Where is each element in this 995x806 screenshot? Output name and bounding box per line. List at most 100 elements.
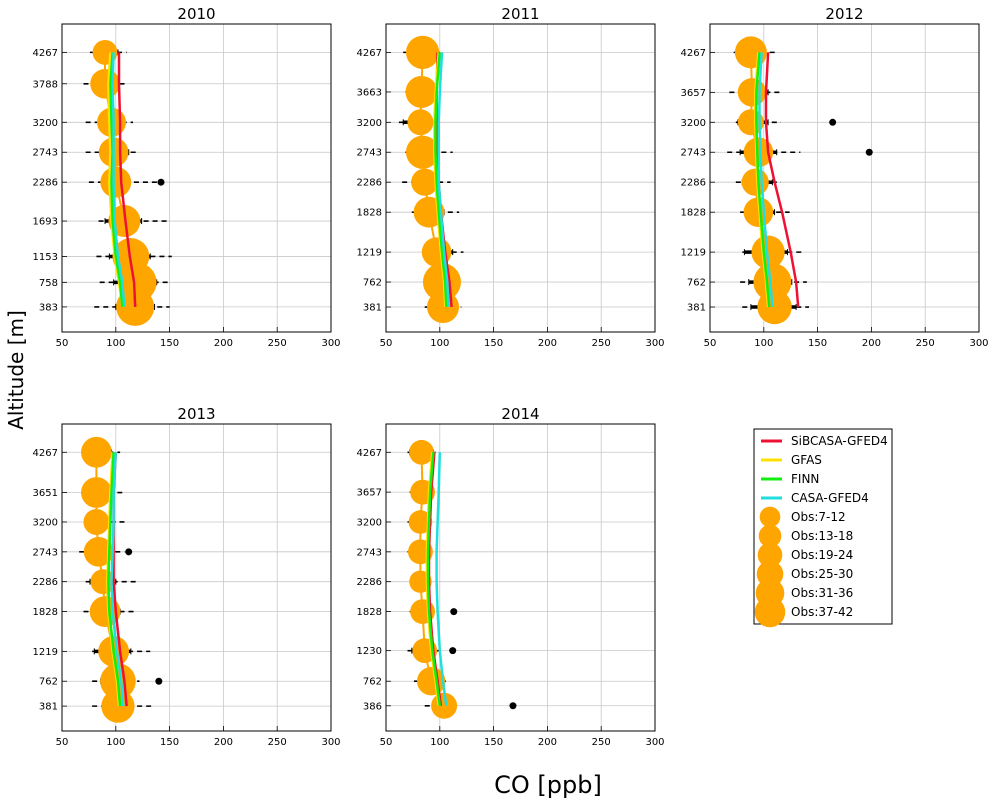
legend-label: Obs:25-30 [791, 567, 853, 581]
legend-label: Obs:7-12 [791, 510, 846, 524]
x-tick-label: 150 [808, 338, 827, 349]
obs-point [405, 135, 440, 169]
y-tick-label: 2286 [357, 577, 382, 588]
y-tick-label: 2286 [681, 178, 706, 189]
panel-title: 2011 [501, 5, 539, 23]
y-tick-label: 2286 [33, 577, 58, 588]
series-line-finn [755, 52, 771, 308]
outlier-point [125, 548, 133, 556]
y-tick-label: 4267 [33, 448, 58, 459]
legend-label: Obs:19-24 [791, 548, 853, 562]
outlier-point [865, 148, 873, 156]
y-tick-label: 4267 [357, 448, 382, 459]
x-tick-label: 100 [106, 338, 125, 349]
x-tick-label: 200 [214, 737, 233, 748]
obs-point [405, 75, 438, 108]
legend-label: Obs:37-42 [791, 605, 853, 619]
series-line-casa-gfed4 [437, 52, 450, 308]
x-tick-label: 300 [321, 338, 340, 349]
obs-point [100, 166, 132, 198]
x-tick-label: 200 [538, 737, 557, 748]
legend-label: FINN [791, 472, 819, 486]
y-tick-label: 381 [39, 702, 58, 713]
outlier-point [829, 118, 837, 126]
y-tick-label: 1828 [681, 208, 706, 219]
x-tick-label: 50 [380, 338, 393, 349]
obs-point [81, 477, 112, 508]
obs-point [753, 263, 792, 302]
x-tick-label: 100 [430, 338, 449, 349]
y-tick-label: 1230 [357, 646, 382, 657]
x-tick-label: 300 [645, 737, 664, 748]
series-line-finn [107, 452, 122, 707]
panel-2010: 50 100 150 200 250 300 383 758 1153 1693 2286 2743 3… [33, 5, 341, 349]
x-tick-label: 150 [484, 737, 503, 748]
x-tick-label: 200 [862, 338, 881, 349]
plot-frame [709, 23, 980, 333]
panel-2011: 50 100 150 200 250 300 381 762 1219 1828 2286 2743 3… [357, 5, 665, 349]
panel-2012: 50 100 150 200 250 300 381 762 1219 1828 2286 2743 3… [681, 5, 989, 349]
series-line-sibcasa-gfed4 [764, 52, 800, 308]
y-tick-label: 3200 [681, 118, 706, 129]
x-tick-label: 150 [484, 338, 503, 349]
legend-label: Obs:31-36 [791, 586, 853, 600]
y-tick-label: 762 [687, 278, 706, 289]
y-tick-label: 3657 [357, 488, 382, 499]
obs-point [81, 436, 112, 468]
y-tick-label: 762 [363, 677, 382, 688]
outlier-point [155, 677, 163, 685]
x-tick-label: 100 [430, 737, 449, 748]
x-tick-label: 250 [592, 338, 611, 349]
outlier-point [449, 647, 457, 655]
y-tick-label: 3200 [357, 517, 382, 528]
series-line-finn [434, 52, 448, 308]
obs-point [83, 508, 110, 535]
obs-point [407, 109, 434, 136]
legend-label: GFAS [791, 453, 822, 467]
series-line-casa-gfed4 [111, 52, 126, 308]
obs-point [405, 35, 440, 69]
y-tick-label: 1828 [357, 208, 382, 219]
outlier-point [509, 702, 517, 710]
legend-label: Obs:13-18 [791, 529, 853, 543]
obs-point [83, 537, 114, 567]
y-tick-label: 3200 [357, 118, 382, 129]
x-tick-label: 250 [268, 737, 287, 748]
x-tick-label: 150 [160, 737, 179, 748]
y-tick-label: 1153 [33, 252, 58, 263]
y-tick-label: 3651 [33, 488, 58, 499]
x-tick-label: 250 [268, 338, 287, 349]
plot-frame [385, 423, 656, 732]
panel-title: 2012 [825, 5, 863, 23]
legend: SiBCASA-GFED4 GFAS FINN CASA-GFED4 Obs:7-12 O… [753, 428, 893, 628]
legend-label: CASA-GFED4 [791, 491, 869, 505]
series-line-finn [109, 52, 124, 308]
series-line-casa-gfed4 [435, 452, 448, 706]
y-tick-label: 762 [39, 677, 58, 688]
y-tick-label: 2743 [681, 148, 706, 159]
obs-point [409, 439, 434, 465]
panel-title: 2010 [177, 5, 215, 23]
legend-marker-swatch [757, 542, 783, 568]
obs-point [741, 168, 769, 196]
y-tick-label: 381 [363, 303, 382, 314]
x-tick-label: 300 [969, 338, 988, 349]
y-tick-label: 2743 [33, 547, 58, 558]
y-tick-label: 758 [39, 278, 58, 289]
series-line-casa-gfed4 [110, 452, 125, 707]
legend-marker-swatch [754, 596, 786, 628]
y-tick-label: 1219 [357, 248, 382, 259]
series-line-casa-gfed4 [758, 52, 774, 308]
panel-title: 2014 [501, 405, 539, 423]
x-tick-label: 200 [538, 338, 557, 349]
x-tick-label: 150 [160, 338, 179, 349]
y-tick-label: 1828 [33, 607, 58, 618]
plot-frame [61, 23, 332, 333]
legend-marker-swatch [758, 524, 782, 548]
x-tick-label: 50 [704, 338, 717, 349]
panel-title: 2013 [177, 405, 215, 423]
y-tick-label: 383 [39, 302, 58, 313]
y-tick-label: 3200 [33, 118, 58, 129]
x-tick-label: 250 [916, 338, 935, 349]
